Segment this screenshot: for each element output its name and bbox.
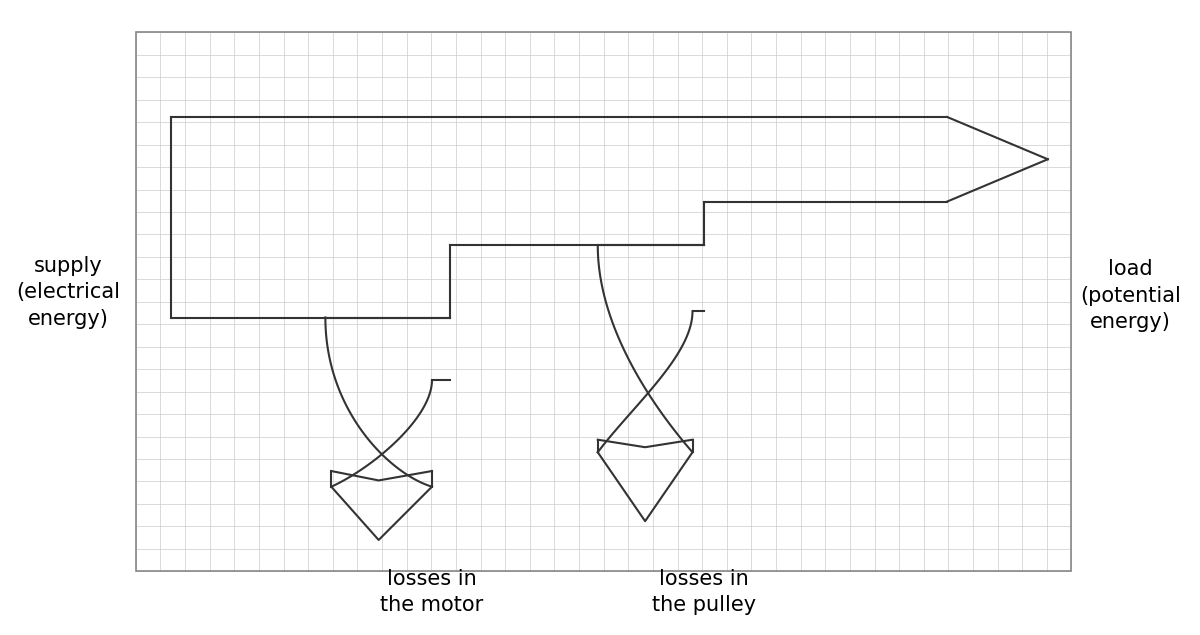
Text: losses in
the motor: losses in the motor [380,569,484,615]
Text: losses in
the pulley: losses in the pulley [653,569,756,615]
Text: supply
(electrical
energy): supply (electrical energy) [17,256,120,329]
Text: load
(potential
energy): load (potential energy) [1080,259,1181,332]
Bar [136,32,1072,572]
